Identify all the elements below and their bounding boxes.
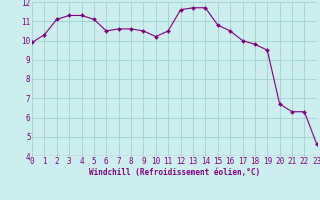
X-axis label: Windchill (Refroidissement éolien,°C): Windchill (Refroidissement éolien,°C) — [89, 168, 260, 177]
